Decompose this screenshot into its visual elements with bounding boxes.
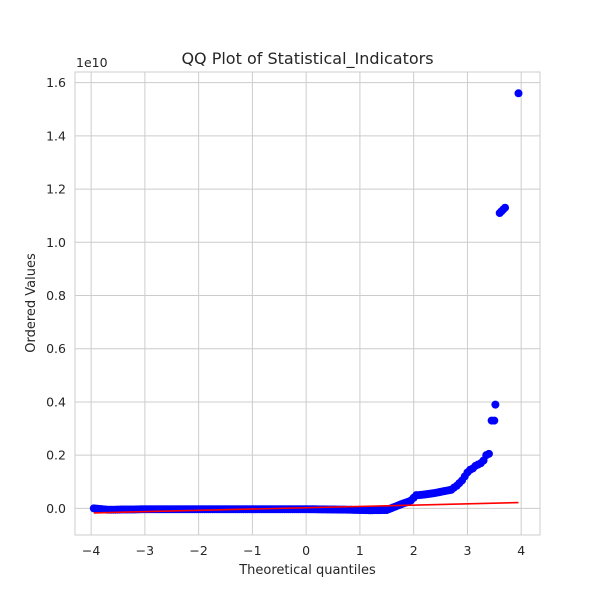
y-tick-label: 1.0 (46, 235, 66, 250)
reference-line-layer (93, 501, 519, 514)
reference-line (93, 501, 519, 514)
data-point (490, 416, 499, 425)
plot-frame (74, 71, 541, 536)
chart-title: QQ Plot of Statistical_Indicators (181, 49, 433, 69)
x-axis-label: Theoretical quantiles (238, 563, 376, 578)
x-tick-label: −1 (243, 543, 261, 558)
y-tick-label: 0.2 (46, 448, 66, 463)
data-point (514, 89, 523, 98)
x-tick-label: 2 (410, 543, 418, 558)
x-tick-label: 0 (302, 543, 310, 558)
x-tick-label: −2 (189, 543, 207, 558)
data-point (484, 449, 493, 458)
y-tick-label: 1.2 (46, 182, 66, 197)
y-offset-label: 1e10 (76, 55, 108, 70)
x-tick-label: −4 (82, 543, 100, 558)
y-axis-label: Ordered Values (24, 253, 39, 353)
x-tick-label: 1 (356, 543, 364, 558)
y-tick-label: 0.6 (46, 341, 66, 356)
y-tick-labels: 0.0 0.2 0.4 0.6 0.8 1.0 1.2 1.4 1.6 (46, 75, 66, 516)
data-point (501, 203, 510, 212)
y-tick-label: 1.6 (46, 75, 66, 90)
data-point (491, 400, 500, 409)
x-tick-label: −3 (136, 543, 154, 558)
y-tick-label: 0.0 (46, 501, 66, 516)
y-tick-label: 1.4 (46, 128, 66, 143)
y-tick-label: 0.8 (46, 288, 66, 303)
x-tick-label: 4 (517, 543, 525, 558)
x-tick-labels: −4 −3 −2 −1 0 1 2 3 4 (82, 543, 525, 558)
grid-layer (75, 72, 540, 535)
y-tick-label: 0.4 (46, 394, 66, 409)
x-tick-label: 3 (463, 543, 471, 558)
